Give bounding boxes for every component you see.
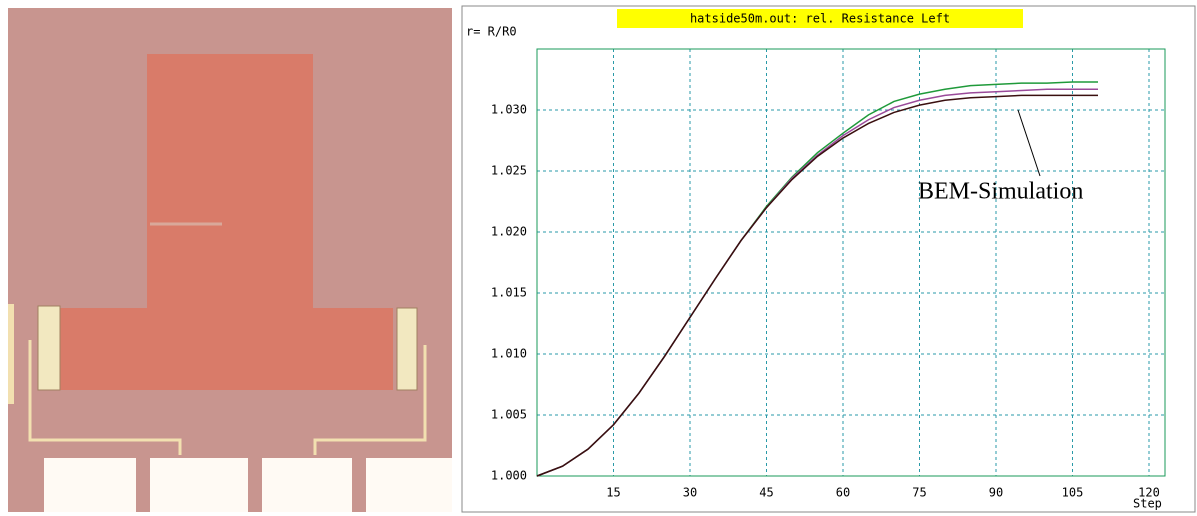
chart-title: hatside50m.out: rel. Resistance Left	[690, 12, 950, 26]
y-tick-label: 1.005	[491, 408, 527, 422]
photo-trace	[8, 304, 14, 404]
sample-photo	[8, 8, 452, 512]
figure: hatside50m.out: rel. Resistance Left r= …	[0, 0, 1197, 516]
x-tick-label: 75	[912, 486, 926, 500]
x-tick-label: 45	[759, 486, 773, 500]
x-tick-label: 30	[683, 486, 697, 500]
photo-pad	[38, 306, 60, 390]
y-tick-label: 1.030	[491, 103, 527, 117]
photo-contact	[366, 458, 452, 512]
photo-contact	[150, 458, 248, 512]
photo-contact	[262, 458, 352, 512]
y-tick-label: 1.010	[491, 347, 527, 361]
page: {"chart_data": {"type": "line", "title":…	[0, 0, 1197, 516]
x-tick-label: 15	[606, 486, 620, 500]
photo-pad	[397, 308, 417, 390]
x-tick-label: 90	[989, 486, 1003, 500]
annotation: BEM-Simulation	[918, 179, 1083, 205]
y-tick-label: 1.000	[491, 469, 527, 483]
x-tick-label: 120	[1138, 486, 1160, 500]
y-tick-label: 1.015	[491, 286, 527, 300]
photo-contact	[44, 458, 136, 512]
y-tick-label: 1.025	[491, 164, 527, 178]
y-axis-label: r= R/R0	[466, 25, 517, 39]
y-tick-label: 1.020	[491, 225, 527, 239]
x-tick-label: 60	[836, 486, 850, 500]
x-tick-label: 105	[1062, 486, 1084, 500]
